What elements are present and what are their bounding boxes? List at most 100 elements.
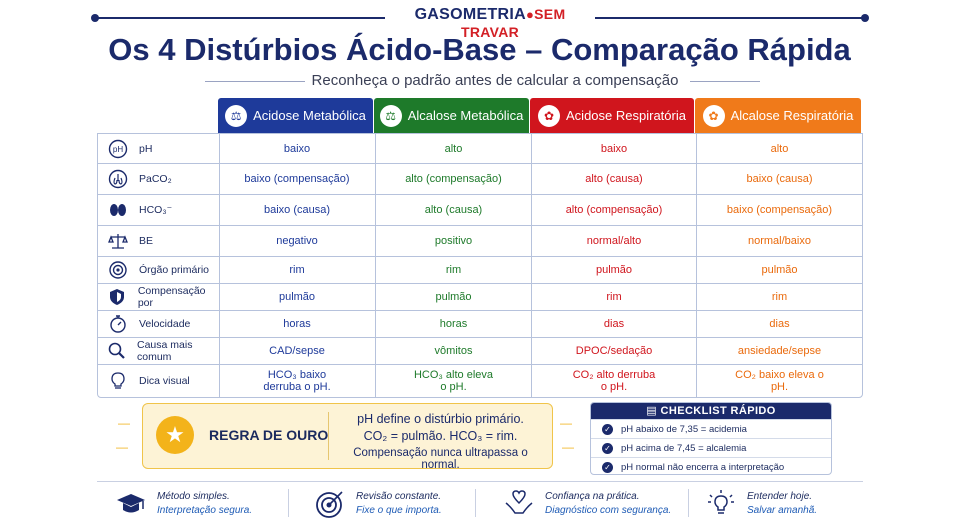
row-label: pH [139,142,153,155]
clipboard-icon: ▤ [646,405,661,417]
table-cell: baixo [531,134,696,163]
table-cell: rim [289,264,305,276]
table-cell: baixo (compensação) [244,173,350,185]
table-cell: vômitos [375,338,531,364]
table-cell: negativo [276,235,318,247]
table-cell: CO₂ alto derruba o pH. [531,365,696,397]
header-alcalose-respiratoria: ✿ Alcalose Respiratória [695,98,861,133]
table-cell: HCO₃ baixo derruba o pH. [263,369,331,393]
table-cell: normal/alto [531,226,696,256]
page-subtitle: Reconheça o padrão antes de calcular a c… [311,72,679,89]
table-cell: baixo [283,142,311,155]
brand-row: GASOMETRIA●SEM TRAVAR [0,6,959,40]
header-acidose-respiratoria: ✿ Acidose Respiratória [530,98,694,133]
table-cell: rim [696,284,862,310]
blood-drop-icon: ● [526,7,535,22]
svg-text:pH: pH [113,145,123,154]
golden-rule-line: pH define o distúrbio primário. [357,412,524,426]
row-label: Causa mais comum [137,339,193,363]
golden-rule-box: ★ REGRA DE OURO pH define o distúrbio pr… [142,403,553,471]
kidneys-icon [107,199,129,221]
checklist-title: CHECKLIST RÁPIDO [660,405,776,417]
check-icon: ✓ [602,462,613,473]
table-cell: baixo (causa) [696,164,862,194]
flask-icon: ⚖ [379,104,402,127]
table-cell: horas [375,311,531,337]
table-cell: ansiedade/sepse [696,338,862,364]
row-label: PaCO₂ [139,173,172,185]
lightbulb-icon [107,370,129,392]
table-row-paco2: PaCO₂ baixo (compensação) alto (compensa… [98,163,862,194]
footer-item: Confiança na prática. Diagnóstico com seg… [503,487,671,521]
golden-rule-line: CO₂ = pulmão. HCO₃ = rim. [363,429,518,443]
table-cell: pulmão [696,257,862,283]
table-body: pH pH baixo alto baixo alto PaCO₂ baixo (… [97,133,863,398]
footer-item: Revisão constante. Fixe o que importa. [314,487,442,521]
lungs-icon [107,168,129,190]
table-row-orgao: Órgão primário rim rim pulmão pulmão [98,256,862,283]
shield-icon [107,286,128,308]
checklist-item: ✓ pH abaixo de 7,35 = acidemia [591,419,831,438]
checklist-item: ✓ pH acima de 7,45 = alcalemia [591,438,831,457]
table-cell: horas [283,318,311,330]
footer-item: Entender hoje. Salvar amanhã. [705,487,817,521]
table-cell: DPOC/sedação [531,338,696,364]
scale-icon [107,230,129,252]
table-cell: rim [531,284,696,310]
checklist-item: ✓ pH normal não encerra a interpretação [591,457,831,476]
brand-divider-left [91,14,385,22]
lungs-icon: ✿ [538,104,561,127]
ray-decoration: — [560,416,572,430]
star-icon: ★ [156,416,194,454]
footer-divider [97,481,863,482]
table-cell: alto (compensação) [375,164,531,194]
table-cell: normal/baixo [696,226,862,256]
stopwatch-icon [107,313,129,335]
table-row-hco3: HCO₃⁻ baixo (causa) alto (causa) alto (c… [98,194,862,225]
table-cell: baixo (compensação) [696,195,862,225]
header-acidose-metabolica: ⚖ Acidose Metabólica [218,98,373,133]
table-row-velocidade: Velocidade horas horas dias dias [98,310,862,337]
header-label: Alcalose Metabólica [407,108,524,123]
table-row-ph: pH pH baixo alto baixo alto [98,134,862,163]
lightbulb-icon [705,488,737,520]
page-title: Os 4 Distúrbios Ácido-Base – Comparação … [108,32,851,67]
table-cell: positivo [375,226,531,256]
ray-decoration: — [118,416,130,430]
target-icon [314,488,346,520]
graduation-cap-icon [115,488,147,520]
table-cell: baixo (causa) [263,204,331,216]
table-cell: dias [696,311,862,337]
checklist-header: ▤ CHECKLIST RÁPIDO [591,403,831,419]
check-icon: ✓ [602,424,613,435]
row-label: Órgão primário [139,264,210,276]
target-icon [107,259,129,281]
ray-decoration: — [562,440,574,454]
golden-rule-title: REGRA DE OURO [209,427,329,443]
footer-item: Método simples. Interpretação segura. [115,487,252,521]
golden-rule-line: Compensação nunca ultrapassa o normal. [353,447,528,471]
header-alcalose-metabolica: ⚖ Alcalose Metabólica [374,98,529,133]
table-cell: alto (compensação) [531,195,696,225]
table-cell: dias [531,311,696,337]
table-cell: alto (causa) [375,195,531,225]
brand-part2: SEM TRAVAR [460,6,566,40]
row-label: Compensação por [137,285,206,309]
table-cell: HCO₃ alto eleva o pH. [375,365,531,397]
header-label: Acidose Respiratória [566,108,686,123]
row-label: BE [139,235,154,247]
table-cell: alto [375,134,531,163]
table-cell: alto [696,134,862,163]
row-label: Dica visual [139,375,190,387]
checklist-box: ▤ CHECKLIST RÁPIDO ✓ pH abaixo de 7,35 = … [590,402,832,475]
table-row-causa: Causa mais comum CAD/sepse vômitos DPOC/… [98,337,862,364]
table-cell: pulmão [531,257,696,283]
table-cell: pulmão [278,291,316,303]
header-label: Alcalose Respiratória [730,108,854,123]
brand-divider-right [595,14,869,22]
row-label: Velocidade [139,318,191,330]
table-row-be: BE negativo positivo normal/alto normal/… [98,225,862,256]
ray-decoration: — [116,440,128,454]
table-row-dica: Dica visual HCO₃ baixo derruba o pH. HCO… [98,364,862,397]
heart-hands-icon [503,488,535,520]
